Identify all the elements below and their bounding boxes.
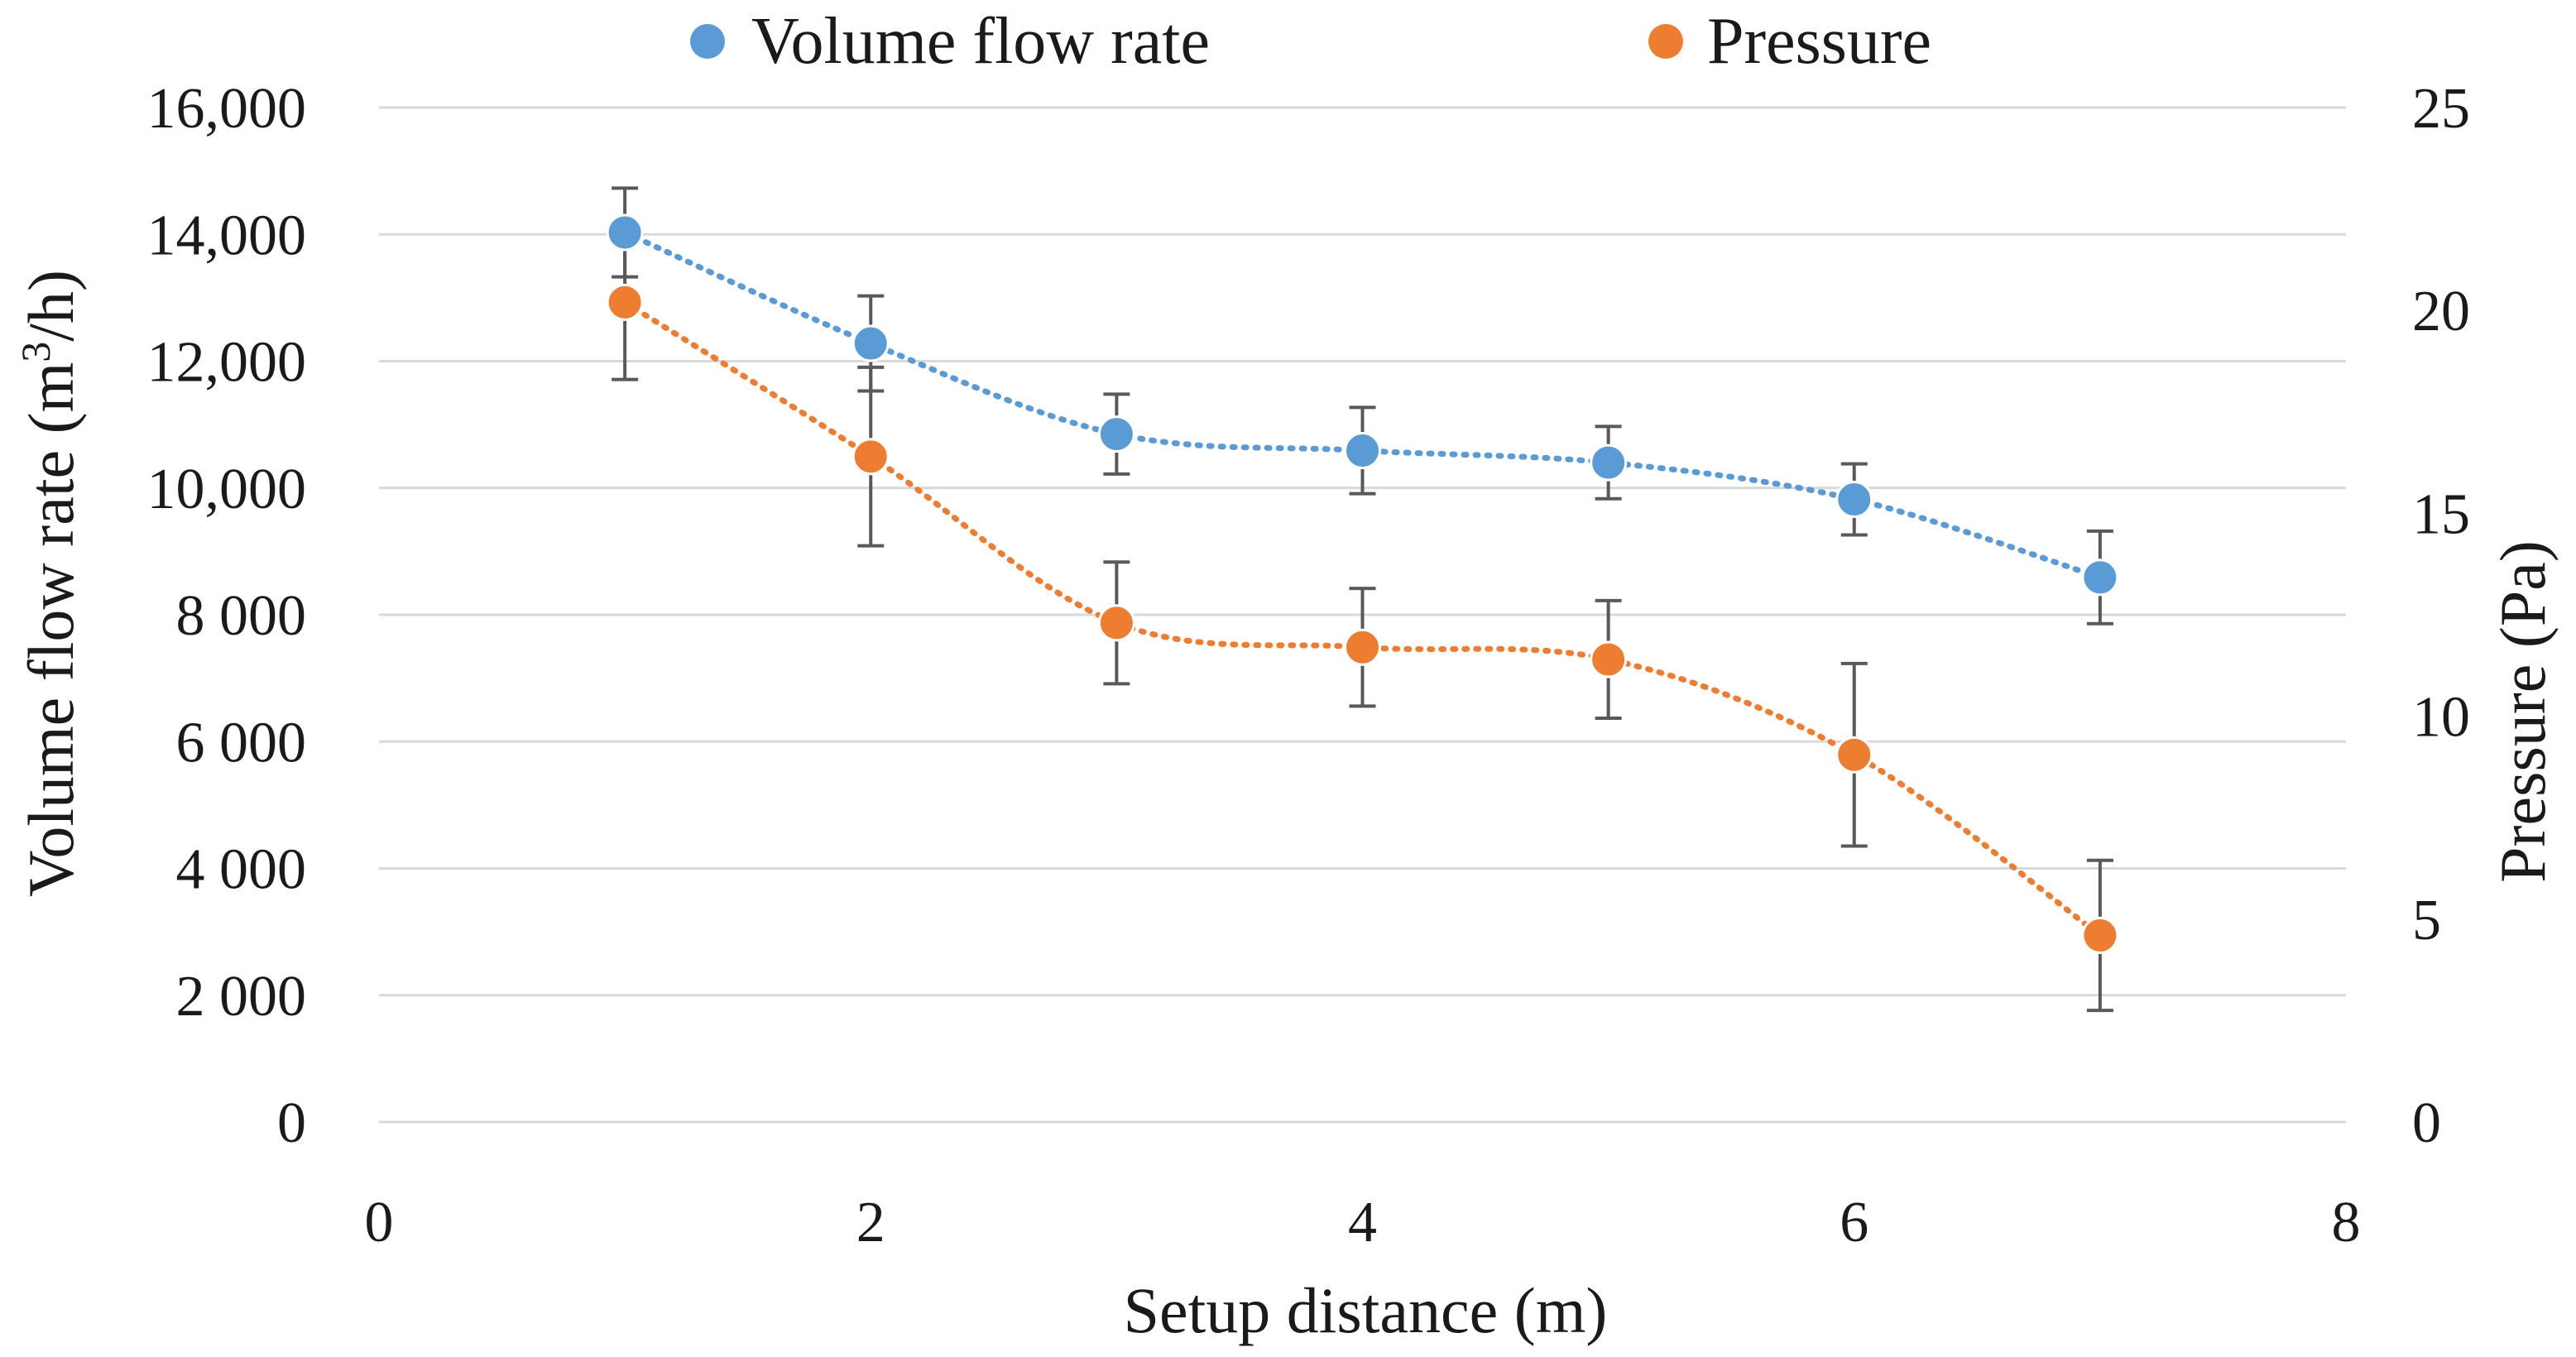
data-point-volume-flow-rate: [1835, 481, 1873, 519]
plot-area: [606, 186, 2119, 1013]
legend: Volume flow rate Pressure: [690, 5, 1931, 78]
y-right-tick-label: 5: [2412, 889, 2441, 952]
x-tick-label: 6: [1840, 1191, 1868, 1254]
x-tick-label: 8: [2332, 1191, 2361, 1254]
y-left-tick-label: 8 000: [176, 584, 307, 648]
legend-label-pressure: Pressure: [1707, 5, 1931, 78]
y-right-axis-ticks: 0 5 10 15 20 25: [2412, 77, 2470, 1155]
y-left-axis-title-main: Volume flow rate (m: [15, 362, 87, 897]
y-right-tick-label: 10: [2412, 686, 2470, 750]
data-point-pressure: [1835, 736, 1873, 774]
y-right-tick-label: 0: [2412, 1091, 2441, 1155]
y-left-axis-ticks: 0 2 000 4 000 6 000 8 000 10,000 12,000 14,000 1…: [147, 77, 307, 1155]
data-point-pressure: [851, 438, 890, 476]
y-left-axis-title: Volume flow rate (m3/h): [12, 270, 87, 897]
y-left-tick-label: 10,000: [147, 458, 307, 521]
data-point-volume-flow-rate: [1344, 432, 1381, 470]
legend-marker-pressure: [1648, 24, 1683, 59]
y-right-tick-label: 20: [2412, 280, 2470, 343]
y-right-tick-label: 15: [2412, 482, 2470, 546]
data-point-pressure: [1590, 640, 1628, 678]
x-tick-label: 2: [856, 1191, 885, 1254]
y-left-tick-label: 14,000: [147, 204, 307, 267]
x-axis-ticks: 0 2 4 6 8: [365, 1191, 2361, 1254]
y-left-tick-label: 16,000: [147, 77, 307, 141]
x-tick-label: 4: [1348, 1191, 1377, 1254]
y-left-axis-title-tail: /h): [15, 270, 87, 342]
legend-label-volume-flow-rate: Volume flow rate: [751, 5, 1210, 78]
x-axis-title: Setup distance (m): [1124, 1274, 1608, 1346]
legend-marker-volume-flow-rate: [690, 24, 725, 59]
y-left-tick-label: 6 000: [176, 711, 307, 774]
y-left-tick-label: 2 000: [176, 965, 307, 1029]
data-point-volume-flow-rate: [851, 324, 890, 362]
data-point-pressure: [2081, 916, 2119, 954]
y-left-axis-title-superscript: 3: [12, 342, 59, 362]
y-right-axis-title: Pressure (Pa): [2487, 540, 2559, 883]
y-right-tick-label: 25: [2412, 77, 2470, 141]
y-left-tick-label: 12,000: [147, 331, 307, 395]
y-left-tick-label: 4 000: [176, 838, 307, 902]
data-point-volume-flow-rate: [606, 213, 644, 252]
trendline-volume-flow-rate: [621, 229, 2103, 581]
data-point-volume-flow-rate: [1097, 415, 1135, 453]
x-tick-label: 0: [365, 1191, 394, 1254]
data-point-volume-flow-rate: [1590, 444, 1628, 482]
data-point-pressure: [606, 283, 644, 321]
y-left-tick-label: 0: [277, 1091, 306, 1155]
data-point-pressure: [1097, 604, 1135, 642]
data-point-pressure: [1344, 628, 1381, 666]
data-point-volume-flow-rate: [2081, 559, 2119, 597]
